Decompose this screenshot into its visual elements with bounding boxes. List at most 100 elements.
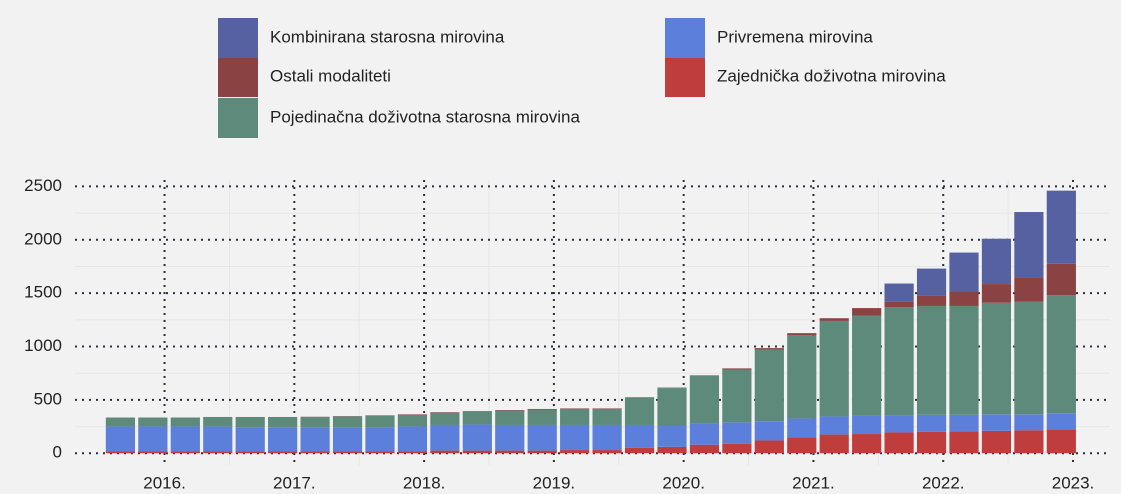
bar-segment — [884, 415, 914, 433]
bar-segment — [235, 451, 265, 454]
bar-segment — [981, 302, 1012, 415]
bar-segment — [754, 348, 784, 350]
bar-segment — [365, 415, 395, 416]
bar-segment — [105, 451, 136, 454]
bar-segment — [462, 450, 492, 454]
bar-segment — [235, 416, 265, 428]
bar-segment — [365, 451, 395, 454]
bar-segment — [657, 446, 687, 454]
bar-segment — [592, 408, 622, 425]
bar-segment — [884, 301, 914, 308]
bar-segment — [949, 252, 979, 292]
legend-label: Pojedinačna doživotna starosna mirovina — [270, 107, 581, 126]
legend-swatch — [218, 18, 258, 58]
bar-segment — [170, 451, 200, 454]
bar-segment — [884, 283, 914, 302]
y-tick-label: 2000 — [24, 229, 62, 248]
bar-segment — [105, 426, 136, 452]
bar-segment — [560, 408, 590, 409]
bar-segment — [916, 414, 947, 432]
y-tick-label: 500 — [34, 389, 62, 408]
bar-segment — [430, 424, 460, 451]
bar-segment — [981, 238, 1012, 285]
bar-segment — [268, 416, 298, 428]
bar-segment — [754, 421, 784, 441]
bar-segment — [689, 423, 720, 445]
bar-segment — [300, 451, 330, 454]
bar-segment — [332, 451, 363, 454]
legend-swatch — [665, 18, 705, 58]
bar-segment — [624, 397, 655, 425]
bar-segment — [916, 305, 947, 415]
bar-segment — [397, 426, 428, 452]
bar-segment — [916, 295, 947, 306]
bar-segment — [754, 349, 784, 422]
bar-segment — [852, 315, 882, 416]
bar-segment — [754, 440, 784, 454]
bar-segment — [819, 434, 849, 454]
bar-segment — [1014, 430, 1044, 454]
bar-segment — [1014, 301, 1044, 415]
bar-segment — [1046, 413, 1076, 430]
bar-segment — [1046, 295, 1076, 414]
bar-segment — [1046, 429, 1076, 454]
bar-segment — [365, 415, 395, 428]
bar-segment — [1046, 190, 1076, 264]
bar-segment — [397, 414, 428, 427]
bar-segment — [397, 414, 428, 415]
bar-segment — [235, 427, 265, 452]
legend-label: Kombinirana starosna mirovina — [270, 27, 505, 46]
bar-segment — [1014, 414, 1044, 431]
bar-segment — [884, 432, 914, 454]
bar-segment — [819, 318, 849, 321]
bar-segment — [527, 424, 557, 451]
bar-segment — [203, 426, 233, 452]
bar-segment — [1014, 212, 1044, 278]
bar-segment — [981, 430, 1012, 454]
bar-segment — [138, 426, 168, 452]
bar-segment — [495, 410, 525, 411]
bar-segment — [624, 424, 655, 448]
bar-segment — [624, 397, 655, 398]
legend-label: Zajednička doživotna mirovina — [717, 66, 946, 85]
bar-segment — [852, 308, 882, 316]
bar-segment — [495, 450, 525, 454]
legend-swatch — [218, 98, 258, 138]
x-tick-label: 2023. — [1052, 473, 1095, 492]
x-tick-label: 2017. — [273, 473, 316, 492]
x-tick-label: 2016. — [143, 473, 186, 492]
bar-segment — [852, 434, 882, 454]
bar-segment — [560, 408, 590, 425]
bar-segment — [430, 412, 460, 425]
bar-segment — [657, 387, 687, 389]
bar-segment — [268, 451, 298, 454]
bar-segment — [300, 427, 330, 452]
bar-segment — [657, 388, 687, 426]
bar-segment — [138, 451, 168, 454]
bar-segment — [787, 333, 817, 336]
bar-segment — [689, 444, 720, 454]
bar-segment — [332, 416, 363, 428]
bar-segment — [592, 450, 622, 454]
bar-segment — [495, 424, 525, 451]
bar-segment — [916, 268, 947, 296]
bar-segment — [722, 443, 752, 454]
legend-swatch — [218, 57, 258, 97]
bar-segment — [300, 416, 330, 428]
x-tick-label: 2018. — [403, 473, 446, 492]
bar-segment — [560, 450, 590, 454]
legend-label: Privremena mirovina — [717, 27, 873, 46]
bar-segment — [624, 447, 655, 454]
legend-swatch — [665, 57, 705, 97]
bar-segment — [462, 411, 492, 425]
bar-segment — [722, 422, 752, 444]
legend: Zajednička doživotna mirovina Privremena … — [218, 18, 946, 138]
bar-segment — [203, 451, 233, 454]
bar-segment — [722, 368, 752, 370]
bar-segment — [592, 424, 622, 451]
legend-label: Ostali modaliteti — [270, 66, 391, 85]
bar-segment — [430, 450, 460, 454]
bar-segment — [332, 427, 363, 452]
bar-segment — [170, 426, 200, 452]
x-tick-label: 2022. — [922, 473, 965, 492]
